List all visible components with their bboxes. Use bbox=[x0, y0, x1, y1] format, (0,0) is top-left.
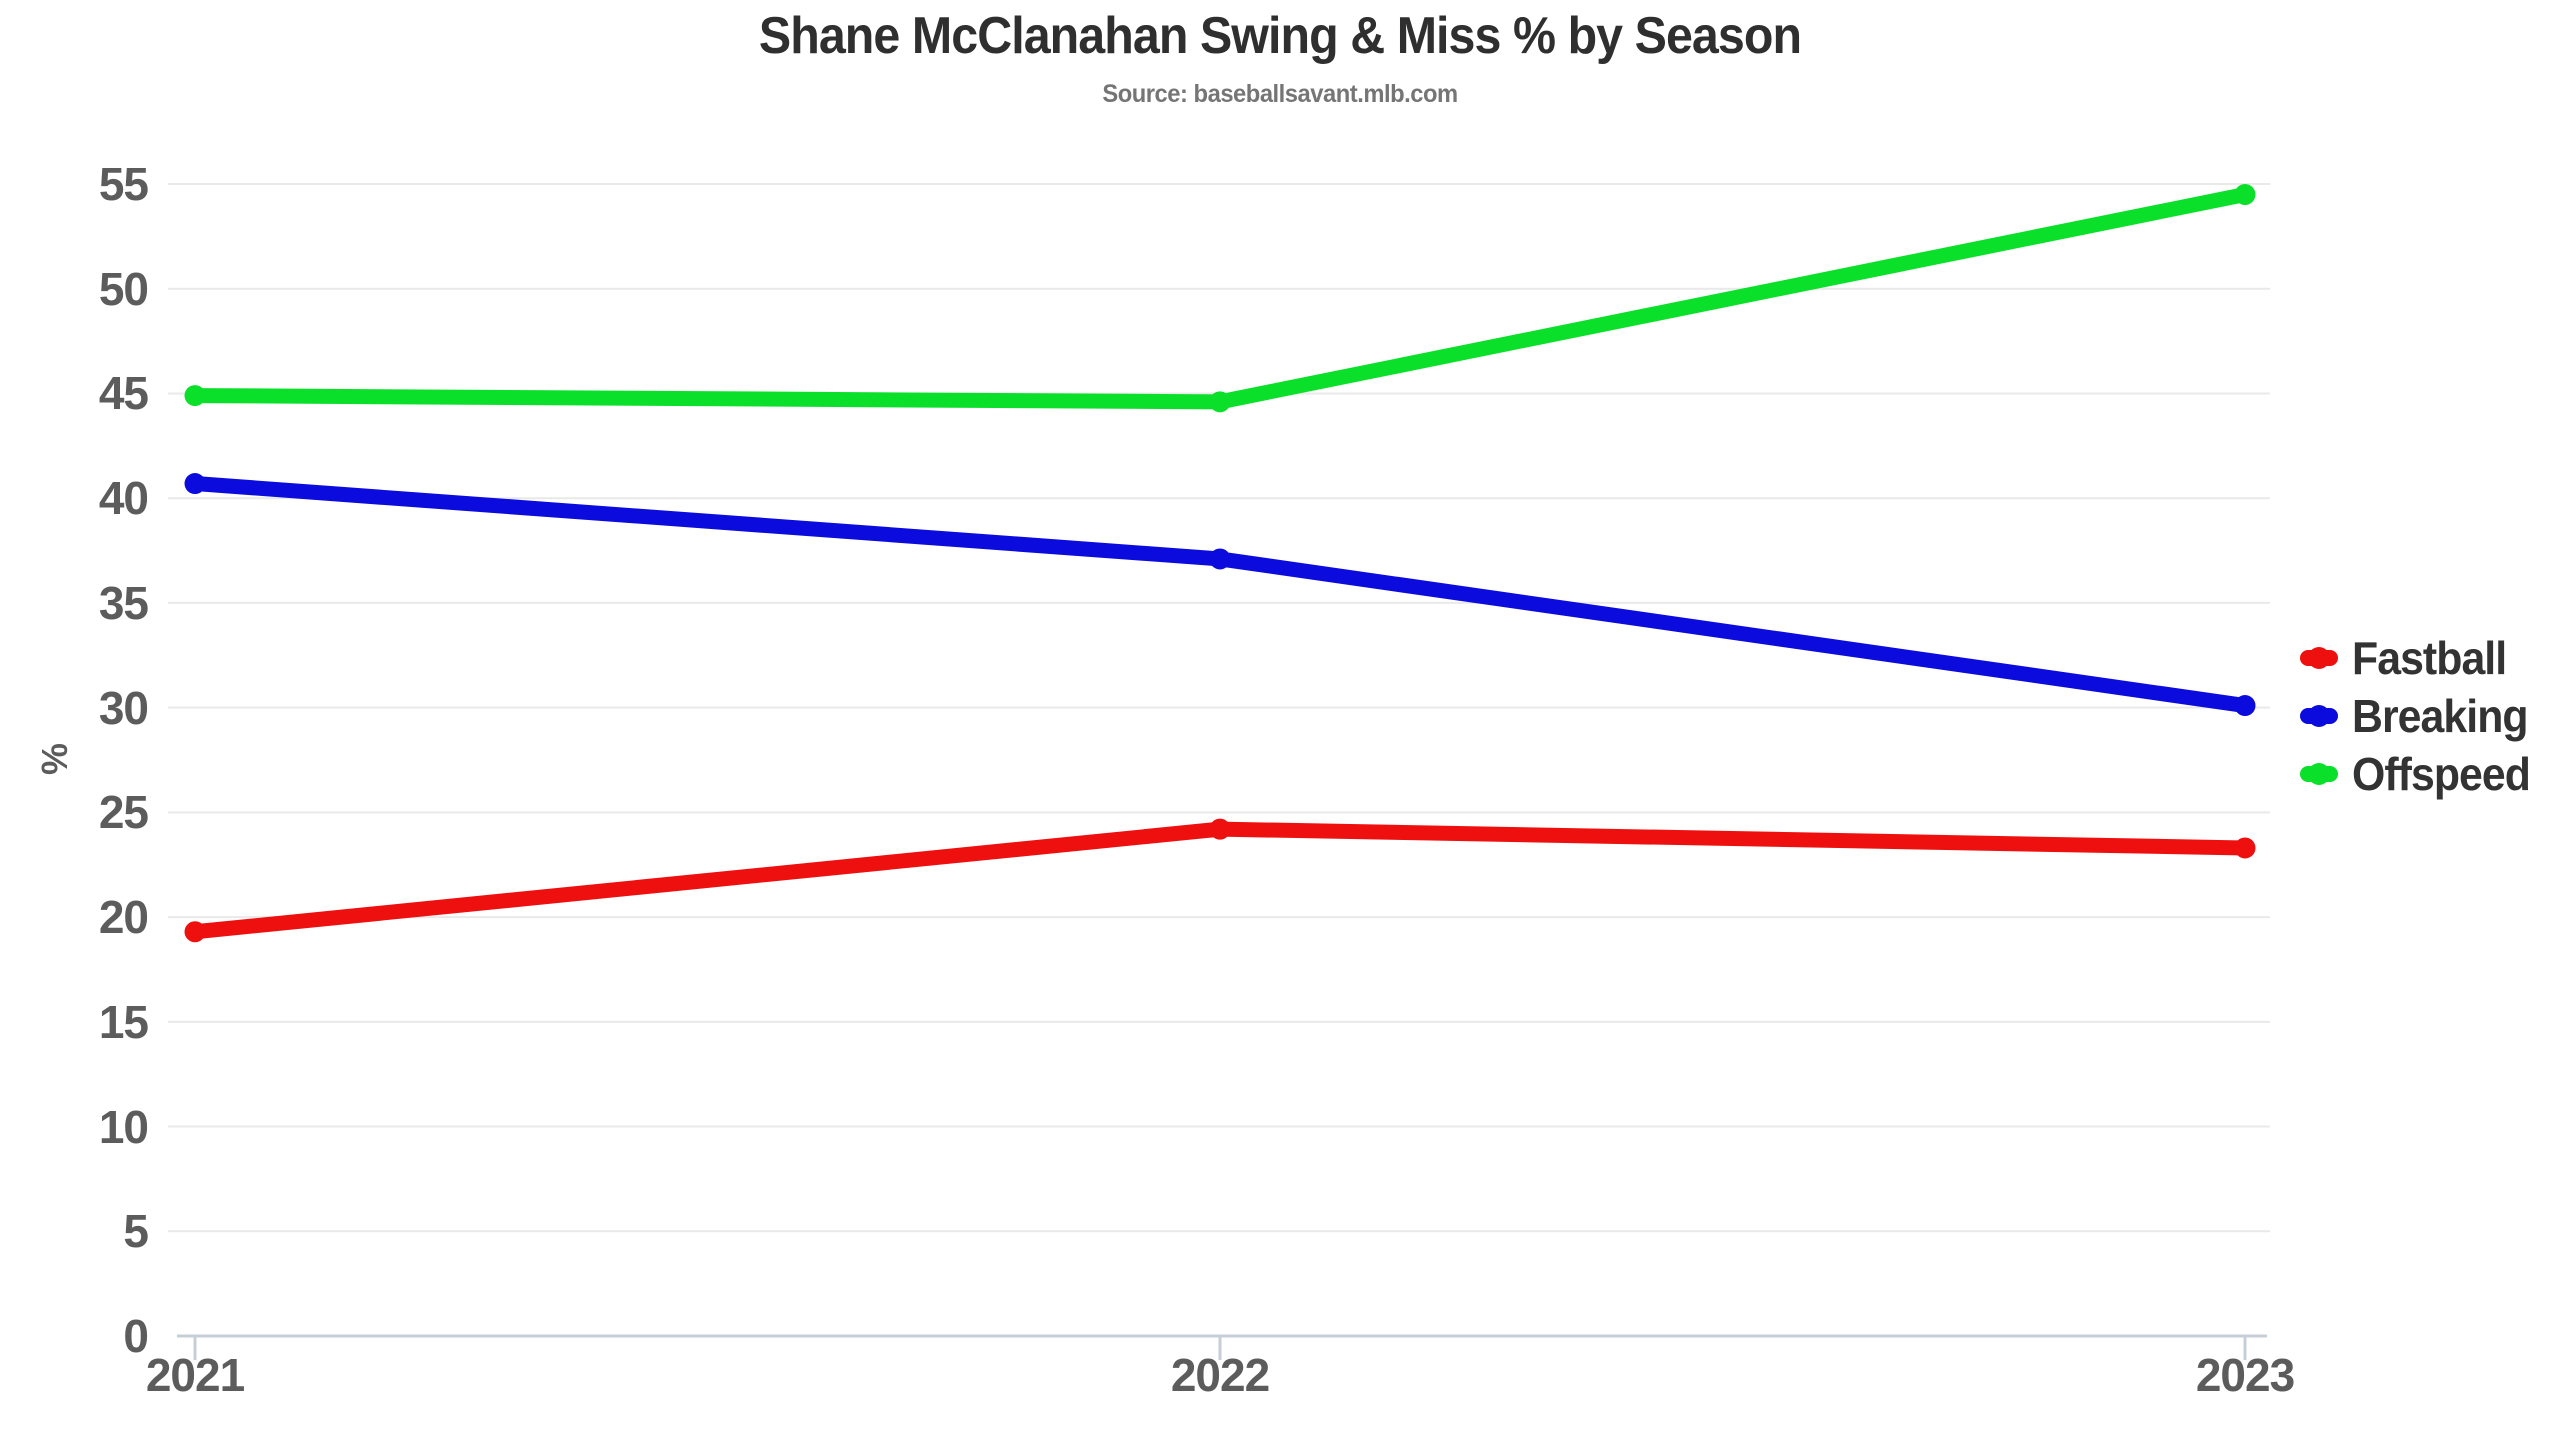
legend-item-offspeed: Offspeed bbox=[2300, 745, 2543, 803]
x-tick-label: 2023 bbox=[2195, 1349, 2295, 1401]
legend-swatch-fastball bbox=[2300, 650, 2338, 666]
y-tick-label: 55 bbox=[98, 158, 149, 211]
legend-label: Fastball bbox=[2352, 632, 2507, 684]
legend-label: Breaking bbox=[2352, 690, 2529, 742]
data-point-breaking bbox=[2234, 695, 2256, 717]
y-tick-label: 25 bbox=[98, 786, 149, 839]
legend-item-breaking: Breaking bbox=[2300, 687, 2543, 745]
series-line-offspeed bbox=[187, 186, 2253, 410]
y-tick-label: 20 bbox=[98, 891, 149, 944]
y-tick-label: 15 bbox=[98, 995, 149, 1048]
data-point-offspeed bbox=[2234, 183, 2256, 205]
y-tick-label: 5 bbox=[123, 1205, 149, 1258]
series-line-breaking bbox=[187, 476, 2253, 714]
y-tick-label: 10 bbox=[98, 1100, 149, 1153]
legend-label: Offspeed bbox=[2352, 748, 2531, 800]
y-tick-label: 0 bbox=[123, 1310, 149, 1362]
data-point-offspeed bbox=[184, 385, 206, 407]
x-tick-label: 2021 bbox=[145, 1349, 245, 1401]
legend-item-fastball: Fastball bbox=[2300, 629, 2543, 687]
chart-subtitle: Source: baseballsavant.mlb.com bbox=[1102, 80, 1458, 108]
data-point-fastball bbox=[1209, 818, 1231, 840]
data-point-breaking bbox=[1209, 548, 1231, 570]
legend: Fastball Breaking Offspeed bbox=[2300, 629, 2543, 803]
data-point-fastball bbox=[2234, 837, 2256, 859]
y-tick-label: 30 bbox=[98, 681, 149, 734]
y-tick-label: 50 bbox=[98, 262, 149, 315]
data-point-offspeed bbox=[1209, 391, 1231, 413]
legend-swatch-offspeed bbox=[2300, 766, 2338, 782]
chart-title: Shane McClanahan Swing & Miss % by Seaso… bbox=[758, 7, 1802, 65]
data-point-fastball bbox=[184, 921, 206, 943]
data-point-breaking bbox=[184, 473, 206, 495]
y-tick-label: 45 bbox=[98, 367, 149, 420]
y-tick-label: 35 bbox=[98, 576, 149, 629]
legend-swatch-breaking bbox=[2300, 708, 2338, 724]
y-tick-label: 40 bbox=[98, 472, 149, 525]
x-tick-label: 2022 bbox=[1170, 1349, 1270, 1401]
